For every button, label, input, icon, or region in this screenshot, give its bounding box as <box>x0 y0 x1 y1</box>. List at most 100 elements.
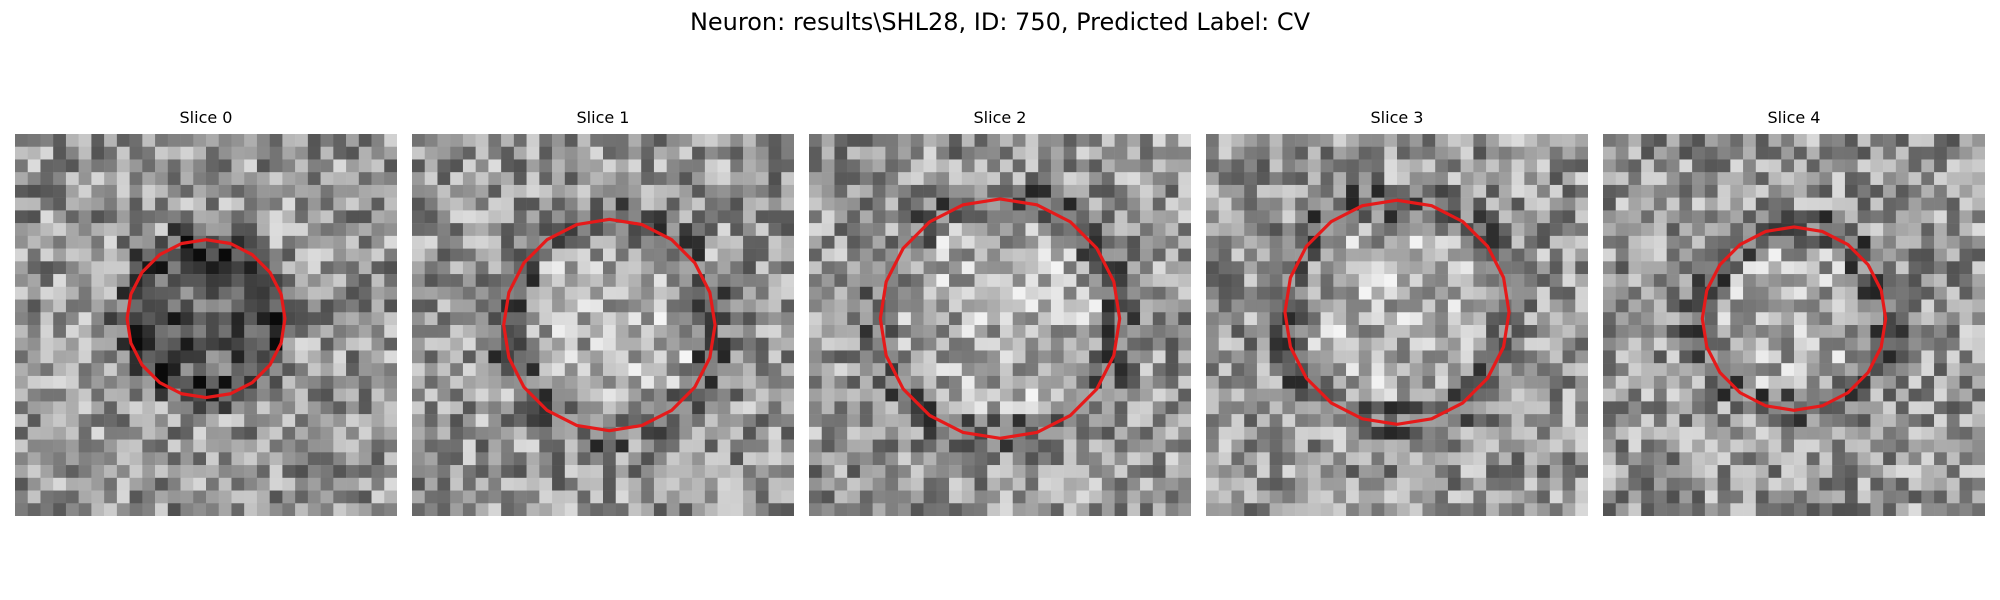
image-pixel <box>1603 159 1616 173</box>
image-pixel <box>1025 223 1039 237</box>
image-pixel <box>577 401 591 415</box>
image-pixel <box>859 337 873 351</box>
image-pixel <box>1384 363 1398 377</box>
image-pixel <box>1755 363 1769 377</box>
image-pixel <box>615 299 629 313</box>
image-pixel <box>1653 299 1667 313</box>
image-pixel <box>564 210 578 224</box>
image-pixel <box>155 134 169 147</box>
image-pixel <box>949 286 963 300</box>
image-pixel <box>1038 388 1052 402</box>
image-pixel <box>206 375 219 389</box>
image-pixel <box>859 477 873 491</box>
image-pixel <box>577 388 591 402</box>
image-pixel <box>936 465 950 479</box>
image-pixel <box>768 452 782 466</box>
image-pixel <box>1730 426 1744 440</box>
image-pixel <box>1498 235 1512 249</box>
image-pixel <box>462 439 476 453</box>
image-pixel <box>1307 274 1321 288</box>
image-pixel <box>346 465 360 479</box>
image-pixel <box>488 312 502 326</box>
image-pixel <box>15 197 28 211</box>
image-pixel <box>1794 503 1807 516</box>
image-pixel <box>910 337 924 351</box>
image-pixel <box>1256 235 1270 249</box>
image-pixel <box>653 312 667 326</box>
image-pixel <box>1679 248 1693 262</box>
image-pixel <box>424 388 438 402</box>
image-pixel <box>282 172 296 186</box>
image-pixel <box>704 503 718 516</box>
image-pixel <box>1473 248 1487 262</box>
image-pixel <box>577 426 591 440</box>
image-pixel <box>577 363 591 377</box>
image-pixel <box>1692 477 1706 491</box>
image-pixel <box>116 146 130 160</box>
image-pixel <box>1717 197 1731 211</box>
image-pixel <box>730 299 744 313</box>
image-pixel <box>1921 452 1935 466</box>
image-pixel <box>1397 159 1410 173</box>
image-pixel <box>1127 312 1141 326</box>
image-pixel <box>142 184 156 198</box>
image-pixel <box>590 159 604 173</box>
image-pixel <box>1794 452 1807 466</box>
image-pixel <box>15 477 28 491</box>
image-pixel <box>552 477 566 491</box>
image-pixel <box>1537 388 1551 402</box>
image-pixel <box>949 172 963 186</box>
image-pixel <box>1959 337 1973 351</box>
image-pixel <box>1717 210 1731 224</box>
image-pixel <box>1615 159 1629 173</box>
image-pixel <box>1934 363 1948 377</box>
image-pixel <box>269 299 283 313</box>
image-pixel <box>1768 452 1782 466</box>
image-pixel <box>1603 184 1616 198</box>
image-pixel <box>1333 363 1347 377</box>
image-pixel <box>987 363 1001 377</box>
image-pixel <box>307 337 321 351</box>
image-pixel <box>295 465 309 479</box>
image-pixel <box>1244 490 1258 504</box>
image-pixel <box>333 197 347 211</box>
image-pixel <box>1473 286 1487 300</box>
image-pixel <box>475 299 489 313</box>
image-pixel <box>437 210 451 224</box>
image-pixel <box>1256 299 1270 313</box>
image-pixel <box>628 146 642 160</box>
image-pixel <box>987 172 1001 186</box>
image-pixel <box>424 210 438 224</box>
image-pixel <box>1473 134 1487 147</box>
image-pixel <box>1397 261 1410 275</box>
image-pixel <box>129 363 143 377</box>
image-pixel <box>1435 350 1449 364</box>
image-pixel <box>949 184 963 198</box>
image-pixel <box>872 223 886 237</box>
image-pixel <box>1358 248 1372 262</box>
image-pixel <box>91 388 105 402</box>
image-pixel <box>641 426 655 440</box>
image-pixel <box>193 210 207 224</box>
image-pixel <box>1076 414 1090 428</box>
image-pixel <box>450 363 464 377</box>
image-pixel <box>167 490 181 504</box>
image-pixel <box>1397 146 1410 160</box>
image-pixel <box>641 299 655 313</box>
image-pixel <box>768 477 782 491</box>
image-pixel <box>1269 274 1283 288</box>
image-pixel <box>295 146 309 160</box>
image-pixel <box>1844 465 1858 479</box>
image-pixel <box>1628 286 1642 300</box>
image-pixel <box>552 401 566 415</box>
image-pixel <box>1704 223 1718 237</box>
image-pixel <box>1320 337 1334 351</box>
image-pixel <box>1832 184 1846 198</box>
image-pixel <box>781 248 794 262</box>
image-pixel <box>961 223 975 237</box>
image-pixel <box>526 210 540 224</box>
image-pixel <box>91 261 105 275</box>
image-pixel <box>987 286 1001 300</box>
image-pixel <box>346 223 360 237</box>
image-pixel <box>1282 184 1296 198</box>
